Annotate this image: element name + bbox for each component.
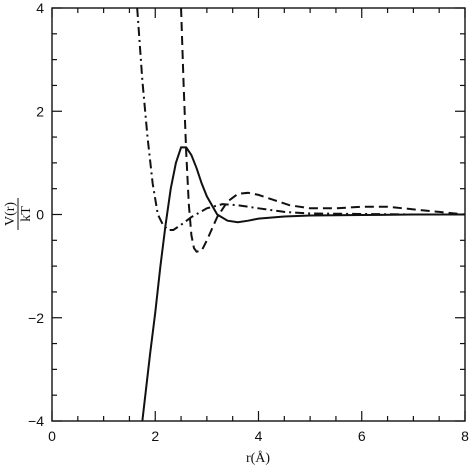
tick-labels: 0 2 4 6 8 −4 −2 0 2 4 [28,0,469,444]
x-tick-label: 2 [151,428,159,444]
series-layer [136,7,466,422]
x-tick-label: 8 [461,428,469,444]
series-dashdot-line [136,7,465,231]
y-tick-label: 0 [36,207,44,223]
series-solid-line [141,146,465,422]
x-tick-label: 4 [255,428,263,444]
x-axis-label: r(Å) [246,450,270,466]
plot-frame [51,7,466,422]
x-tick-label: 6 [358,428,366,444]
series-dashed-line [180,7,466,253]
x-tick-label: 0 [48,428,56,444]
y-tick-label: −2 [28,310,44,326]
y-tick-label: 4 [36,0,44,16]
y-tick-label: 2 [36,103,44,119]
y-axis-label-numerator: V(r) [3,202,18,226]
y-axis-label: V(r) kT [3,198,34,230]
y-axis-label-denominator: kT [19,206,34,222]
y-tick-label: −4 [28,413,44,429]
